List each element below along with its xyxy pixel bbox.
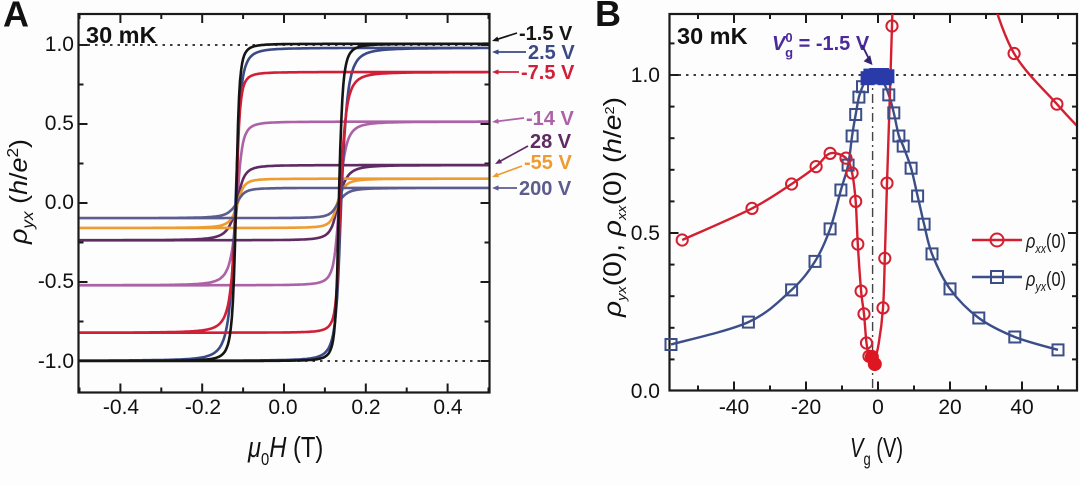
svg-text:0.0: 0.0 bbox=[631, 380, 660, 403]
svg-text:V0g = -1.5 V: V0 g = -1.5 V bbox=[772, 30, 870, 60]
svg-text:-40: -40 bbox=[719, 396, 749, 419]
svg-text:20: 20 bbox=[938, 396, 961, 419]
svg-text:ρxx(0): ρxx(0) bbox=[1025, 231, 1066, 256]
svg-text:-20: -20 bbox=[791, 396, 821, 419]
svg-text:Vg (V): Vg (V) bbox=[850, 433, 903, 470]
svg-text:-7.5 V: -7.5 V bbox=[521, 62, 575, 84]
svg-text:ρyx (h/e2): ρyx (h/e2) bbox=[5, 139, 37, 245]
svg-text:-14 V: -14 V bbox=[526, 108, 574, 130]
svg-text:0.0: 0.0 bbox=[45, 191, 74, 214]
svg-text:0.5: 0.5 bbox=[631, 222, 660, 245]
svg-text:ρyx(0), ρxx(0) (h/e2): ρyx(0), ρxx(0) (h/e2) bbox=[599, 97, 629, 318]
svg-text:-1.5 V: -1.5 V bbox=[519, 23, 573, 45]
svg-text:28 V: 28 V bbox=[530, 131, 572, 153]
svg-text:0.5: 0.5 bbox=[45, 112, 74, 135]
svg-text:200 V: 200 V bbox=[519, 178, 572, 200]
svg-text:-55 V: -55 V bbox=[524, 152, 572, 174]
svg-text:-0.5: -0.5 bbox=[38, 270, 74, 293]
svg-text:30 mK: 30 mK bbox=[86, 22, 157, 48]
svg-text:0: 0 bbox=[872, 396, 884, 419]
svg-text:-0.2: -0.2 bbox=[185, 396, 221, 419]
svg-text:μ0H (T): μ0H (T) bbox=[247, 431, 323, 470]
svg-text:0.4: 0.4 bbox=[433, 396, 463, 419]
svg-text:0.2: 0.2 bbox=[351, 396, 380, 419]
svg-text:30 mK: 30 mK bbox=[677, 23, 748, 49]
svg-text:40: 40 bbox=[1010, 396, 1033, 419]
svg-text:-1.0: -1.0 bbox=[38, 350, 74, 373]
svg-text:2.5 V: 2.5 V bbox=[528, 42, 575, 64]
svg-text:1.0: 1.0 bbox=[631, 64, 660, 87]
svg-text:0.0: 0.0 bbox=[268, 396, 297, 419]
svg-text:B: B bbox=[595, 0, 621, 34]
svg-text:A: A bbox=[3, 0, 29, 35]
svg-text:1.0: 1.0 bbox=[45, 33, 74, 56]
svg-text:-0.4: -0.4 bbox=[103, 396, 140, 419]
svg-text:ρyx(0): ρyx(0) bbox=[1025, 269, 1066, 294]
